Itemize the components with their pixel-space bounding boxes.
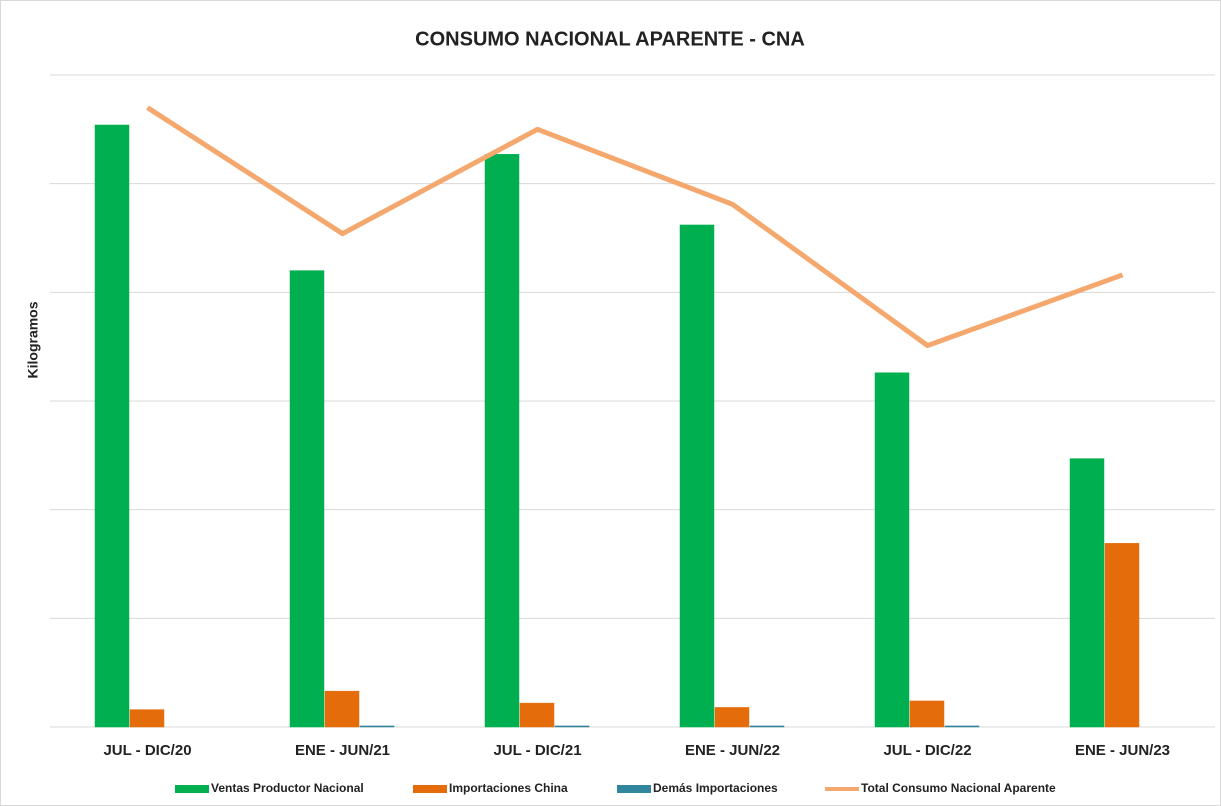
bar xyxy=(714,707,750,728)
legend-swatch xyxy=(413,785,447,793)
legend-swatch xyxy=(617,785,651,793)
bar xyxy=(129,709,165,728)
x-tick-label: JUL - DIC/20 xyxy=(103,742,191,759)
bar xyxy=(94,124,130,728)
legend-label: Ventas Productor Nacional xyxy=(211,781,364,795)
legend-label: Importaciones China xyxy=(449,781,568,795)
x-tick-label: ENE - JUN/21 xyxy=(295,742,390,759)
bar xyxy=(359,725,395,728)
x-tick-label: ENE - JUN/22 xyxy=(685,742,780,759)
bar xyxy=(289,270,325,728)
legend-swatch xyxy=(175,785,209,793)
bar xyxy=(519,702,555,728)
bar xyxy=(554,725,590,728)
bar xyxy=(909,700,945,728)
chart-title: CONSUMO NACIONAL APARENTE - CNA xyxy=(415,28,805,50)
x-tick-label: ENE - JUN/23 xyxy=(1075,742,1170,759)
bar xyxy=(944,725,980,728)
bar xyxy=(679,224,715,728)
bar xyxy=(874,372,910,728)
bar xyxy=(749,725,785,728)
bar xyxy=(1069,458,1105,728)
x-tick-label: JUL - DIC/21 xyxy=(493,742,581,759)
legend-label: Total Consumo Nacional Aparente xyxy=(861,781,1056,795)
y-axis-label: Kilogramos xyxy=(25,301,41,378)
bar xyxy=(1104,543,1140,728)
line-series xyxy=(146,105,1124,349)
bar xyxy=(324,690,360,728)
legend-label: Demás Importaciones xyxy=(653,781,778,795)
bar xyxy=(484,154,520,728)
x-tick-label: JUL - DIC/22 xyxy=(883,742,971,759)
